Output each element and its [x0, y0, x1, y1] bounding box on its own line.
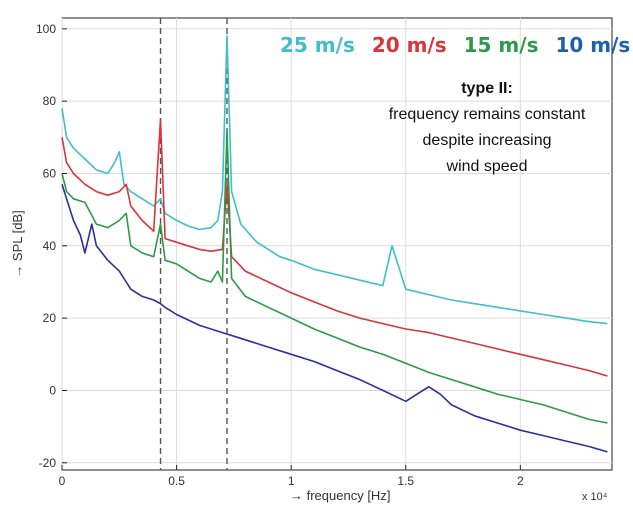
legend: 25 m/s 20 m/s 15 m/s 10 m/s — [280, 33, 630, 57]
series-line-20-m-s — [61, 118, 608, 377]
series-line-10-m-s — [61, 184, 608, 453]
reference-lines — [159, 18, 228, 470]
series-line-15-m-s — [61, 129, 608, 424]
x-tick-label: 0.5 — [168, 474, 185, 488]
series-line-25-m-s — [61, 35, 608, 325]
y-tick-label: -20 — [39, 456, 57, 470]
annotation-title: type II: — [461, 80, 513, 97]
legend-item-25: 25 m/s — [280, 33, 355, 57]
y-tick-label: 0 — [49, 383, 56, 397]
y-axis: -20 0 20 40 60 80 100 — [36, 22, 67, 470]
y-axis-label: → SPL [dB] — [10, 210, 25, 277]
y-tick-label: 60 — [43, 166, 57, 180]
annotation-line-2: despite increasing — [422, 132, 552, 149]
legend-item-20: 20 m/s — [371, 33, 447, 57]
x-axis: 0 0.5 1 1.5 2 — [59, 465, 524, 488]
x-axis-exponent-label: x 10⁴ — [582, 491, 608, 503]
annotation-line-1: frequency remains constant — [388, 106, 586, 123]
annotation: type II: frequency remains constant desp… — [352, 76, 622, 180]
annotation-line-3: wind speed — [446, 158, 528, 175]
x-axis-label: → frequency [Hz] — [290, 488, 390, 503]
x-tick-label: 2 — [517, 474, 524, 488]
y-tick-label: 100 — [36, 22, 56, 36]
y-tick-label: 20 — [43, 311, 57, 325]
x-tick-label: 1 — [288, 474, 295, 488]
y-tick-label: 80 — [43, 94, 57, 108]
legend-item-10: 10 m/s — [555, 33, 631, 57]
y-tick-label: 40 — [43, 239, 57, 253]
grid — [61, 18, 612, 470]
x-tick-label: 0 — [59, 474, 66, 488]
series-lines — [61, 35, 608, 453]
legend-item-15: 15 m/s — [463, 33, 539, 57]
x-tick-label: 1.5 — [397, 474, 414, 488]
